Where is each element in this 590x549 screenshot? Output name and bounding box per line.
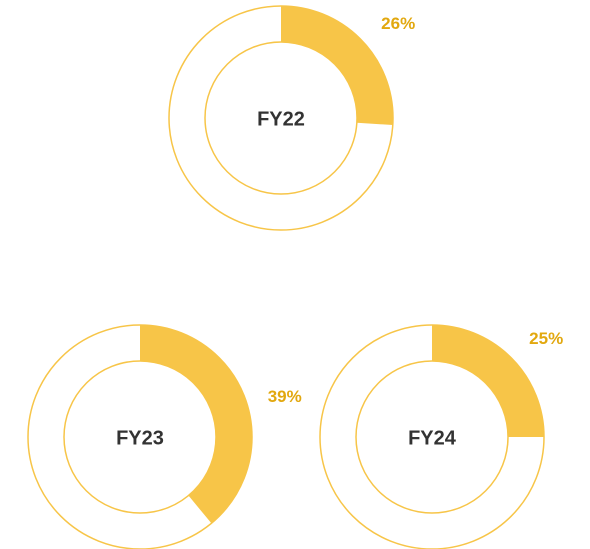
value-label: 39%: [268, 387, 302, 406]
center-label: FY23: [116, 427, 164, 449]
center-label: FY22: [257, 108, 305, 130]
donut-segment: [140, 325, 253, 524]
center-label: FY24: [408, 427, 457, 449]
donut-segment: [281, 6, 393, 126]
value-label: 25%: [529, 329, 563, 348]
value-label: 26%: [381, 14, 415, 33]
donut-segment: [432, 325, 544, 437]
